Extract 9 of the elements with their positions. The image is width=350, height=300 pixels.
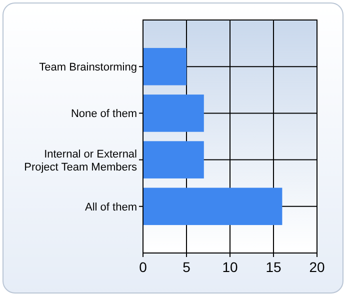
y-tick-label: Internal or External Project Team Members — [24, 148, 138, 174]
x-tick-label: 20 — [309, 259, 325, 275]
x-tick-label: 0 — [139, 259, 148, 275]
y-tick-label: All of them — [85, 201, 137, 214]
x-tick-label: 5 — [182, 259, 191, 275]
y-tick-label: None of them — [70, 108, 137, 120]
x-tick-label: 10 — [222, 259, 238, 275]
x-tick-label: 15 — [266, 259, 282, 275]
y-tick-label: Team Brainstorming — [39, 62, 137, 74]
